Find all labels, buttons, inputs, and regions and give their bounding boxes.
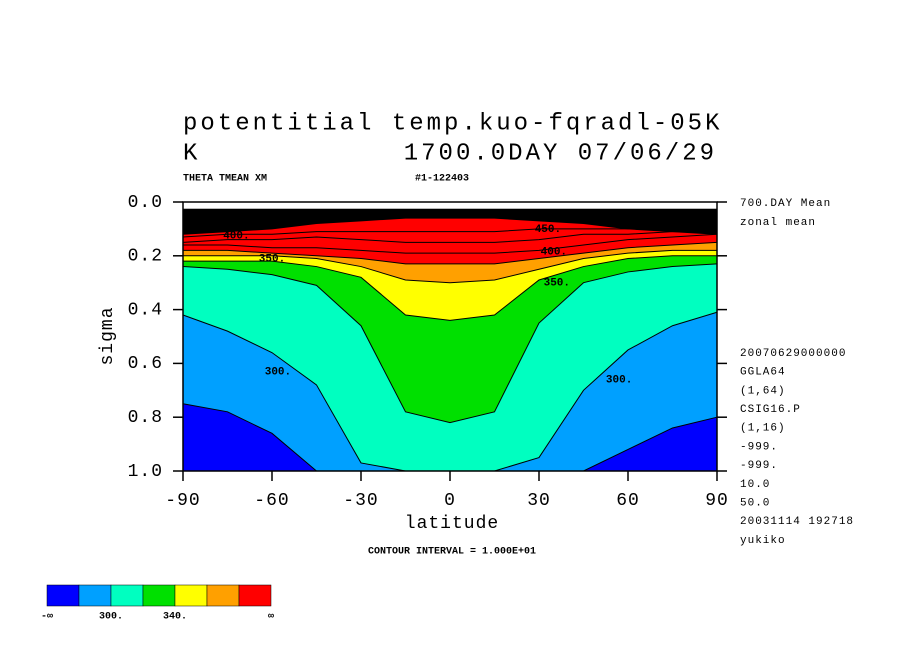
info-text: 50.0 [740, 498, 770, 510]
colorbar-label: 340. [163, 612, 187, 623]
colorbar-box [46, 584, 80, 607]
colorbar-label: 300. [99, 612, 123, 623]
info-text: CSIG16.P [740, 404, 801, 416]
contour-label: 350. [544, 278, 570, 290]
colorbar-label: ∞ [268, 612, 274, 623]
x-axis-label: latitude [405, 514, 499, 534]
subtitle: 1700.0DAY 07/06/29 [404, 140, 717, 167]
unit: K [183, 140, 200, 167]
colorbar-label: -∞ [41, 612, 53, 623]
variable: THETA TMEAN XM [183, 174, 267, 185]
info-text: -999. [740, 441, 778, 453]
contour-label: 350. [259, 253, 285, 265]
contour-label: 300. [265, 366, 291, 378]
y-tick-label: 0.8 [128, 408, 163, 428]
info-text: 700.DAY Mean [740, 198, 831, 210]
info-text: GGLA64 [740, 367, 786, 379]
y-tick-label: 0.4 [128, 300, 163, 320]
info-text: (1,16) [740, 423, 786, 435]
info-text: 10.0 [740, 479, 770, 491]
contour-line [182, 263, 718, 424]
colorbar-box [238, 584, 272, 607]
contour-label: 400. [541, 247, 567, 259]
contour-line [183, 249, 717, 284]
x-tick-label: 90 [705, 491, 729, 511]
info-text: 20070629000000 [740, 348, 846, 360]
contour-fill [183, 403, 717, 471]
info-text: 20031114 192718 [740, 516, 854, 528]
y-tick-label: 0.6 [128, 354, 163, 374]
contour-label: 400. [223, 231, 249, 243]
contour-label: 450. [535, 224, 561, 236]
info-text: zonal mean [740, 217, 816, 229]
x-tick-label: -30 [343, 491, 378, 511]
contour-line [183, 241, 718, 265]
info-text: -999. [740, 460, 778, 472]
x-tick-label: -60 [254, 491, 289, 511]
x-tick-label: 60 [616, 491, 640, 511]
run-id: #1-122403 [415, 174, 469, 185]
colorbar-box [78, 584, 112, 607]
contour-line [182, 217, 718, 235]
y-tick-label: 0.2 [128, 247, 163, 267]
contour-label: 300. [606, 374, 632, 386]
y-tick-label: 1.0 [128, 462, 163, 482]
colorbar-box [174, 584, 208, 607]
contour-interval: CONTOUR INTERVAL = 1.000E+01 [368, 547, 536, 558]
contour-line [183, 233, 718, 254]
chart-title: potentitial temp.kuo-fqradl-05K [183, 110, 722, 137]
info-text: (1,64) [740, 385, 786, 397]
contour-fill [183, 312, 717, 471]
y-tick-label: 0.0 [128, 193, 163, 213]
info-text: yukiko [740, 535, 786, 547]
contour-line [182, 231, 717, 243]
x-tick-label: 0 [444, 491, 456, 511]
x-tick-label: -90 [165, 491, 200, 511]
colorbar-box [110, 584, 144, 607]
colorbar-box [142, 584, 176, 607]
colorbar-box [206, 584, 240, 607]
y-axis-label: sigma [98, 306, 118, 365]
contour-line [183, 255, 717, 321]
x-tick-label: 30 [527, 491, 551, 511]
